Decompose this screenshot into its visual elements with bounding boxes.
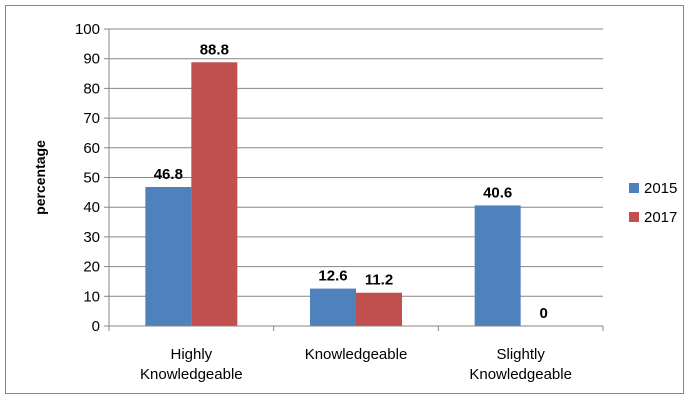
y-tick-label: 50	[83, 170, 100, 187]
legend-label: 2015	[644, 180, 677, 197]
y-tick-label: 20	[83, 259, 100, 276]
bar-2017-0	[191, 62, 238, 326]
x-tick-label: Knowledgeable	[469, 366, 572, 383]
axes: 0 10 20 30 40 50 60 70 80 90 100 Highly Knowledgeabl…	[75, 21, 604, 383]
bar-2015-0	[145, 187, 192, 326]
data-label: 88.8	[200, 41, 229, 58]
chart-frame	[5, 5, 684, 394]
x-tick-label: Highly	[170, 346, 212, 363]
data-label: 12.6	[318, 268, 347, 285]
y-axis-label: percentage	[32, 140, 48, 215]
data-label: 11.2	[365, 272, 393, 289]
y-tick-label: 70	[83, 110, 100, 127]
data-label: 46.8	[154, 166, 183, 183]
y-tick-label: 40	[83, 199, 100, 216]
y-tick-label: 100	[75, 21, 100, 38]
bar-2015-2	[474, 205, 521, 326]
y-tick-label: 90	[83, 51, 100, 68]
bar-2015-1	[310, 288, 356, 326]
legend-label: 2017	[644, 209, 677, 226]
y-tick-label: 10	[83, 288, 100, 305]
x-tick-label: Knowledgeable	[140, 366, 243, 383]
legend-swatch	[629, 183, 639, 193]
legend: 2015 2017	[629, 180, 677, 226]
bars	[145, 62, 521, 326]
y-tick-label: 30	[83, 229, 100, 246]
data-label: 40.6	[483, 184, 512, 201]
y-tick-label: 0	[92, 318, 100, 335]
y-tick-label: 60	[83, 140, 100, 157]
legend-swatch	[629, 212, 639, 222]
x-tick-label: Slightly	[496, 346, 545, 363]
data-labels: 46.8 88.8 12.6 11.2 40.6 0	[154, 41, 548, 322]
data-label: 0	[539, 305, 547, 322]
bar-2017-1	[356, 292, 402, 326]
y-tick-label: 80	[83, 80, 100, 97]
x-tick-label: Knowledgeable	[305, 346, 408, 363]
